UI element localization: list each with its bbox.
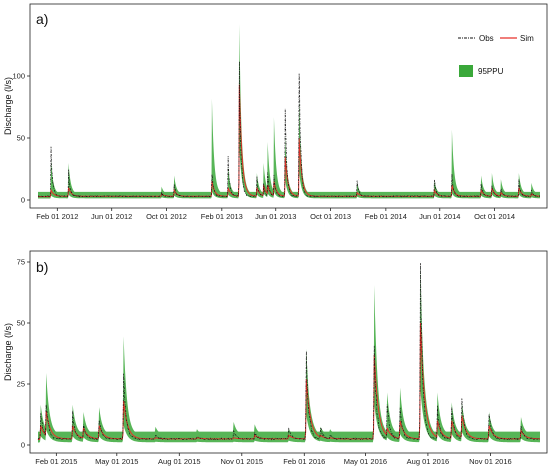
panel-b-series — [37, 263, 541, 443]
panel-b-frame — [29, 250, 548, 454]
ytick-label: 0 — [21, 441, 25, 450]
series-sim-line — [38, 84, 541, 198]
ytick-label: 25 — [17, 380, 25, 389]
xtick-label: Aug 01 2015 — [158, 457, 201, 466]
legend-band-swatch — [459, 65, 473, 77]
ytick-label: 50 — [17, 319, 25, 328]
panel-b-axes: 0 25 50 75 Feb 01 2015 May 01 2015 Aug 01 2015… — [17, 258, 512, 467]
panel-a-ylabel: Discharge (l/s) — [3, 77, 13, 135]
series-obs-line — [37, 263, 541, 441]
xtick-label: Nov 01 2015 — [221, 457, 264, 466]
legend-obs-label: Obs — [479, 34, 494, 43]
xtick-label: Jun 01 2013 — [255, 212, 296, 221]
xtick-label: Feb 01 2015 — [35, 457, 77, 466]
xtick-label: Oct 01 2014 — [474, 212, 515, 221]
series-95ppu-band — [38, 265, 540, 443]
ytick-label: 100 — [12, 72, 25, 81]
xtick-label: Feb 01 2013 — [201, 212, 243, 221]
xtick-label: May 01 2016 — [344, 457, 387, 466]
panel-a-frame — [29, 3, 548, 209]
xtick-label: Jun 01 2012 — [91, 212, 132, 221]
series-sim-line — [38, 322, 541, 441]
ytick-label: 0 — [21, 196, 25, 205]
xtick-label: Feb 01 2016 — [283, 457, 325, 466]
panel-a: a) Discharge (l/s) 0 50 100 Feb 01 2012 Jun … — [3, 3, 548, 222]
xtick-label: Oct 01 2012 — [146, 212, 187, 221]
panel-a-series — [37, 24, 541, 199]
xtick-label: Feb 01 2014 — [365, 212, 407, 221]
panel-a-axes: 0 50 100 Feb 01 2012 Jun 01 2012 Oct 01 2012 F… — [12, 72, 515, 222]
ytick-label: 50 — [17, 134, 25, 143]
xtick-label: May 01 2015 — [95, 457, 138, 466]
panel-b-ylabel: Discharge (l/s) — [3, 323, 13, 381]
xtick-label: Aug 01 2016 — [407, 457, 450, 466]
legend-sim-label: Sim — [520, 34, 534, 43]
series-obs-line — [37, 61, 541, 198]
xtick-label: Jun 01 2014 — [419, 212, 460, 221]
ytick-label: 75 — [17, 258, 25, 267]
xtick-label: Feb 01 2012 — [36, 212, 78, 221]
xtick-label: Oct 01 2013 — [310, 212, 351, 221]
panel-b: b) Discharge (l/s) 0 25 50 75 Feb 01 2015 May… — [3, 250, 548, 467]
panel-a-label: a) — [36, 11, 48, 27]
xtick-label: Nov 01 2016 — [469, 457, 512, 466]
series-95ppu-band — [38, 24, 540, 199]
legend-band-label: 95PPU — [478, 67, 504, 76]
panel-b-label: b) — [36, 259, 48, 275]
legend: Obs Sim 95PPU — [458, 34, 534, 77]
